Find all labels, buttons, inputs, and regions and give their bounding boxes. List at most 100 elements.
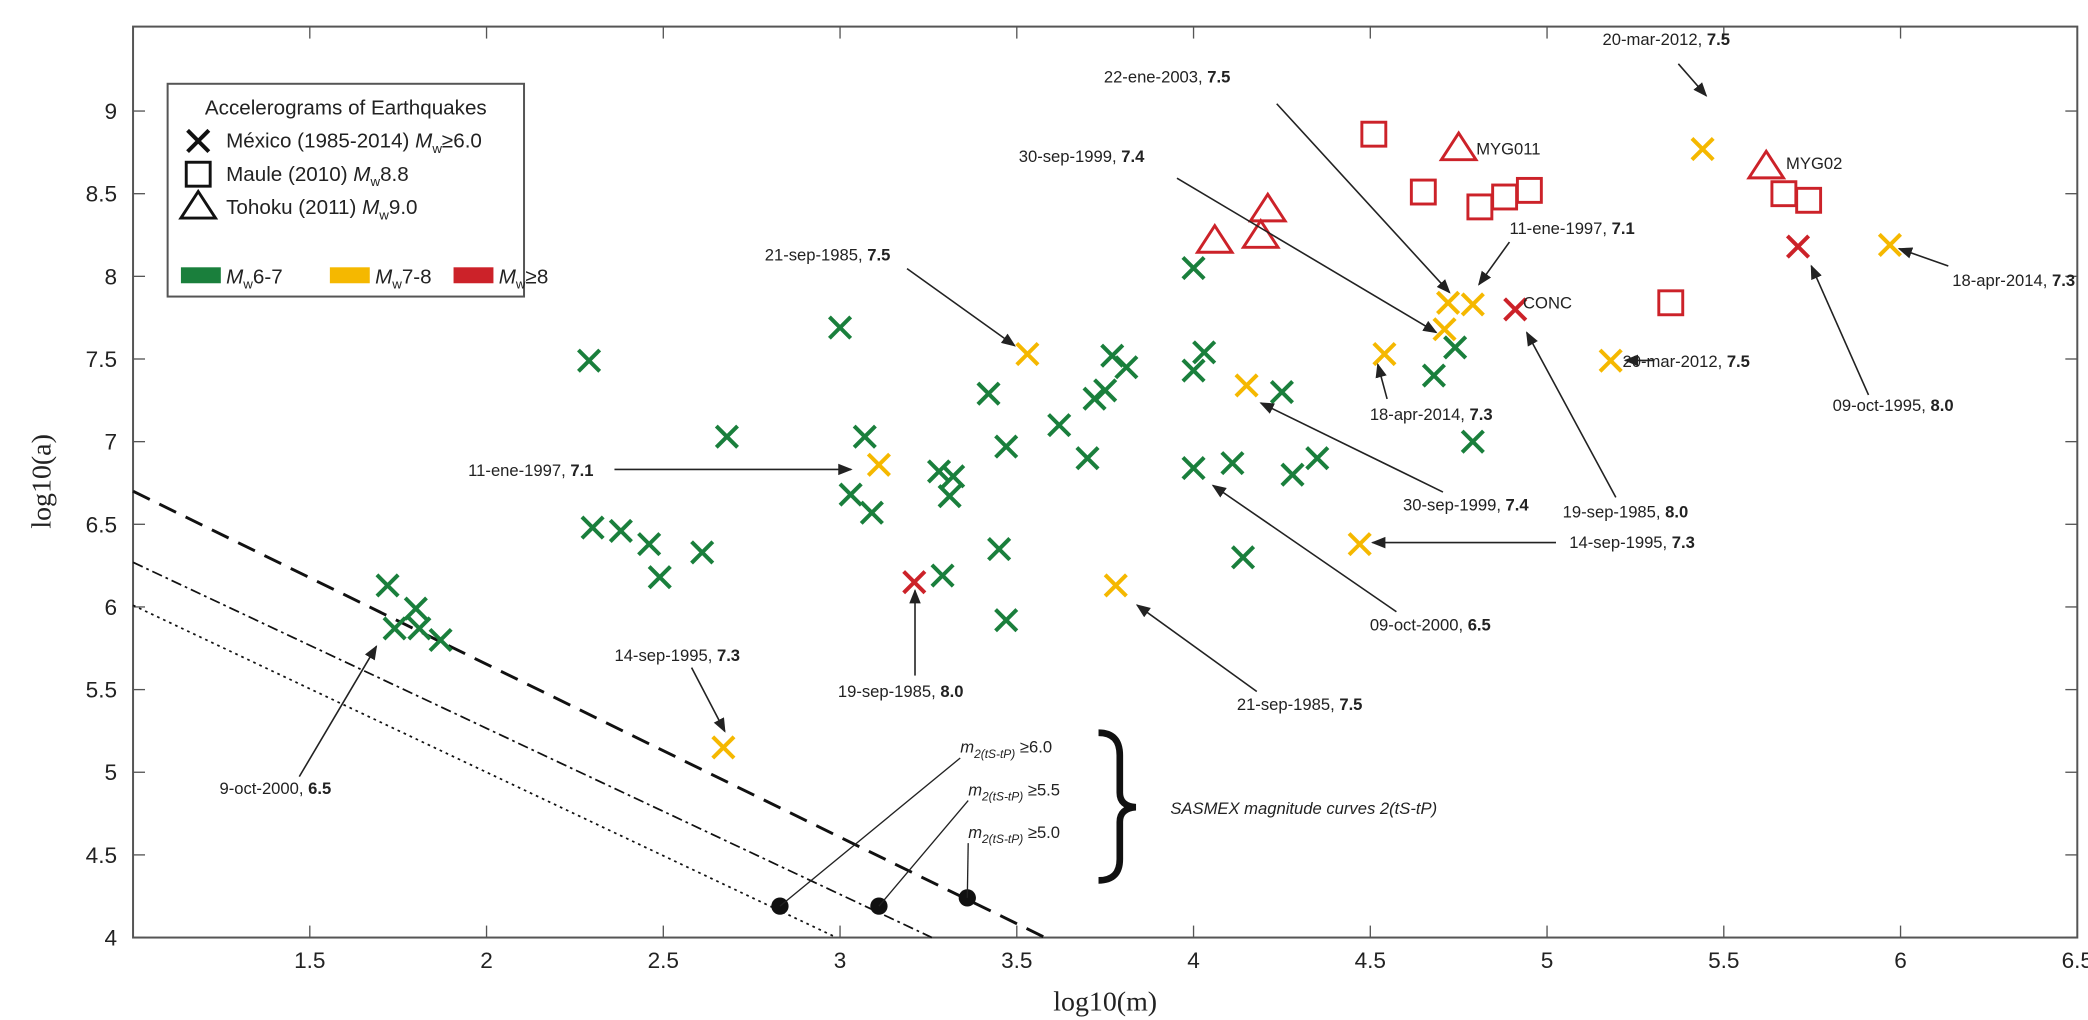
cross-point [1347, 532, 1372, 557]
cross-point [407, 616, 432, 641]
cross-point [827, 315, 853, 340]
annotation-arrow [906, 267, 1016, 347]
cross-point [941, 464, 966, 489]
annotation-label: 30-sep-1999, 7.4 [1403, 496, 1529, 515]
cross-point [1047, 413, 1072, 438]
cross-point [1075, 446, 1100, 471]
triangle-point [1746, 148, 1787, 180]
legend-cross-icon [186, 128, 211, 154]
annotation-arrow [1677, 63, 1708, 97]
annotation-arrow [1211, 484, 1397, 613]
cross-point [838, 482, 863, 507]
y-tick-label: 8 [105, 264, 118, 289]
annotation-label: 9-oct-2000, 6.5 [219, 779, 331, 798]
cross-point [930, 563, 955, 588]
y-tick-label: 7.5 [86, 347, 117, 372]
x-tick-label: 1.5 [294, 948, 325, 973]
annotation-label: 11-ene-1997, 7.1 [468, 461, 593, 480]
legend-color-label: Mw6-7 [226, 265, 283, 291]
y-tick-label: 4.5 [86, 843, 117, 868]
triangle-point [1240, 218, 1281, 249]
annotation-label: 19-sep-1985, 8.0 [1563, 502, 1689, 521]
legend-color-swatch [180, 267, 221, 284]
curly-brace [1098, 729, 1137, 884]
cross-point [1785, 234, 1811, 259]
cross-point [1093, 378, 1118, 403]
y-tick-label: 4 [105, 926, 118, 951]
leader-line [878, 800, 969, 907]
y-tick-label: 5.5 [86, 678, 117, 703]
cross-point [926, 459, 952, 484]
cross-point [637, 532, 662, 557]
cross-point [1421, 363, 1446, 388]
cross-point [1598, 348, 1623, 373]
sasmex-label: SASMEX magnitude curves 2(tS-tP) [1170, 799, 1437, 818]
cross-point [1269, 380, 1294, 405]
cross-point [382, 616, 407, 641]
y-tick-label: 6.5 [86, 512, 117, 537]
x-tick-label: 3.5 [1001, 948, 1032, 973]
cross-point [987, 537, 1012, 562]
cross-point [580, 515, 605, 540]
sasmex-curve-dashed [132, 489, 1046, 939]
annotation-label: 20-mar-2012, 7.5 [1622, 352, 1749, 371]
annotation-label: 09-oct-1995, 8.0 [1833, 396, 1954, 415]
annotation-arrow [1276, 103, 1451, 294]
cross-point [1230, 545, 1256, 570]
cross-point [994, 608, 1019, 633]
triangle-point [1438, 130, 1479, 162]
cross-point [902, 570, 927, 595]
cross-point [1877, 232, 1902, 257]
cross-point [428, 627, 453, 653]
annotation-arrow [1259, 402, 1444, 493]
sasmex-curve-label: m2(tS-tP) ≥5.5 [968, 780, 1060, 803]
x-tick-label: 2 [480, 948, 493, 973]
cross-point [1436, 290, 1461, 315]
x-tick-label: 5 [1541, 948, 1554, 973]
cross-point [608, 518, 633, 543]
annotation-arrow [1526, 331, 1617, 498]
cross-point [1460, 429, 1485, 454]
cross-point [1690, 137, 1715, 162]
cross-point [647, 565, 672, 590]
x-tick-label: 2.5 [648, 948, 679, 973]
annotation-label: 20-mar-2012, 7.5 [1603, 30, 1730, 49]
cross-point [690, 540, 715, 565]
cross-point [1372, 341, 1397, 367]
annotation-arrow [1810, 264, 1870, 396]
sasmex-curve-label: m2(tS-tP) ≥5.0 [968, 823, 1060, 846]
square-point [1770, 180, 1798, 208]
leader-line [779, 757, 961, 907]
cross-point [1220, 451, 1245, 476]
square-point [1795, 186, 1823, 214]
annotation-label: 21-sep-1985, 7.5 [765, 246, 891, 265]
cross-point [1114, 355, 1139, 380]
cross-point [375, 573, 400, 598]
cross-point [1460, 292, 1485, 317]
square-point [1466, 193, 1494, 221]
annotation-label: 11-ene-1997, 7.1 [1509, 219, 1634, 238]
x-tick-label: 3 [834, 948, 847, 973]
square-point [1360, 120, 1388, 148]
annotation-arrow [1135, 604, 1258, 693]
legend-color-label: Mw≥8 [499, 265, 549, 291]
station-label: MYG011 [1476, 139, 1540, 158]
cross-point [711, 735, 736, 760]
y-tick-label: 8.5 [86, 182, 117, 207]
y-tick-label: 7 [105, 430, 118, 455]
annotation-label: 09-oct-2000, 6.5 [1370, 615, 1491, 634]
cross-point [1432, 317, 1457, 342]
triangle-point [1247, 191, 1288, 223]
y-tick-label: 5 [105, 760, 118, 785]
legend-triangle-icon [178, 188, 219, 220]
cross-point [1103, 573, 1128, 598]
annotation-label: 30-sep-1999, 7.4 [1019, 147, 1145, 166]
legend-title: Accelerograms of Earthquakes [205, 96, 487, 119]
annotation-arrow [298, 645, 378, 778]
annotation-arrow [690, 667, 726, 733]
annotation-label: 14-sep-1995, 7.3 [614, 646, 740, 665]
annotation-arrow [1897, 247, 1949, 267]
annotation-label: 18-apr-2014, 7.3 [1952, 271, 2075, 290]
cross-point [1181, 456, 1206, 481]
triangle-point [1194, 222, 1235, 254]
